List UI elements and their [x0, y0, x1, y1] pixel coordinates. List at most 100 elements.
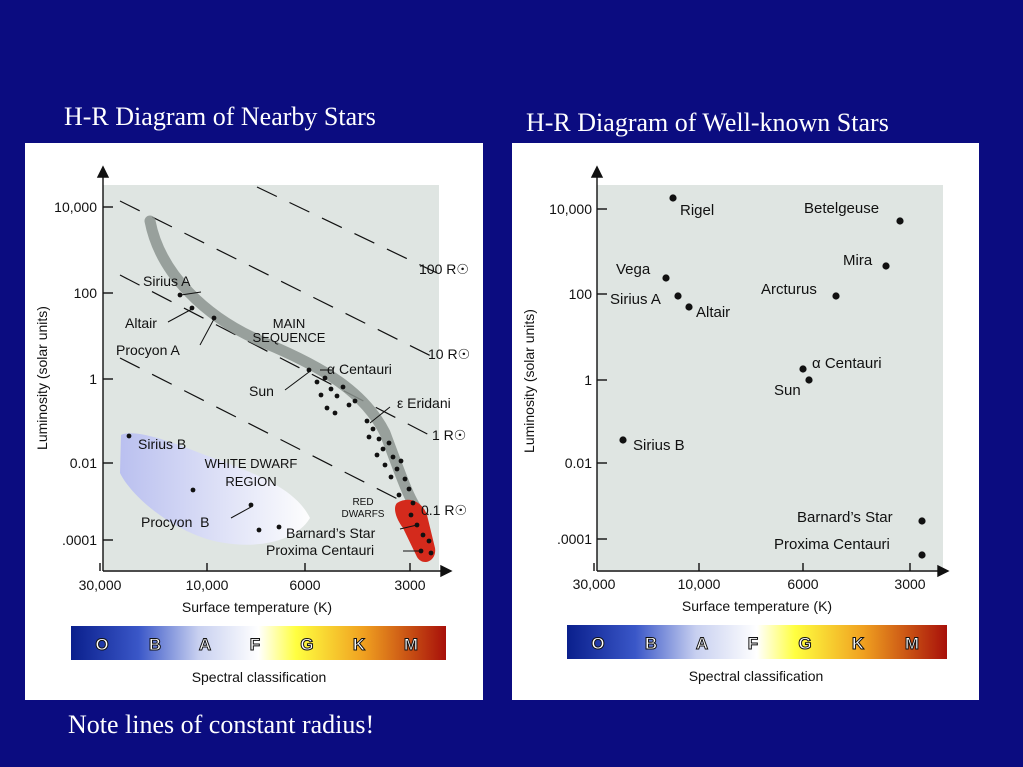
star-dot: [211, 315, 217, 321]
star-dot-mira: [882, 262, 890, 270]
leader-line: [199, 318, 215, 346]
star-dot: [306, 367, 312, 373]
x-axis-arrow: [937, 564, 950, 578]
star-dot: [364, 418, 370, 424]
leader-line: [369, 406, 391, 424]
leader-line: [284, 371, 310, 391]
spectral-class-label: G: [798, 634, 811, 653]
right-chart-title: H-R Diagram of Well-known Stars: [526, 108, 889, 137]
star-label: Procyon B: [141, 514, 209, 530]
star-label: Sun: [774, 382, 801, 399]
star-dot-barnards-star: [918, 517, 926, 525]
leader-line: [167, 308, 193, 323]
y-tick-label: 100: [569, 286, 593, 302]
spectral-class-label: G: [300, 635, 313, 654]
x-tick-label: 3000: [894, 576, 925, 592]
star-dot-vega: [662, 274, 670, 282]
white-dwarf-region: [120, 433, 310, 545]
plot-area: [597, 185, 943, 570]
star-label: Altair: [125, 315, 157, 331]
star-dot: [428, 550, 434, 556]
x-tick-label: 30,000: [573, 576, 616, 592]
star-dot-betelgeuse: [896, 217, 904, 225]
red-dwarfs-label: DWARFS: [342, 509, 385, 520]
star-dot-proxima-centauri: [918, 551, 926, 559]
y-tick-label: 10,000: [549, 201, 592, 217]
spectral-class-label: A: [199, 635, 211, 654]
star-dot: [396, 492, 402, 498]
star-dot: [318, 392, 324, 398]
x-tick-label: 3000: [394, 577, 425, 593]
star-dot: [426, 538, 432, 544]
star-dot-rigel: [669, 194, 677, 202]
star-dot: [177, 292, 183, 298]
x-tick-label: 30,000: [79, 577, 122, 593]
star-dot: [388, 474, 394, 480]
spectral-bar: [567, 625, 947, 659]
y-tick-label: 0.01: [70, 455, 97, 471]
star-label: Procyon A: [116, 342, 180, 358]
star-dot: [390, 454, 396, 460]
x-axis-label: Surface temperature (K): [682, 598, 832, 614]
x-tick-label: 6000: [787, 576, 818, 592]
leader-line: [399, 524, 418, 530]
star-dot: [276, 524, 282, 530]
spectral-class-label: A: [696, 634, 708, 653]
x-tick-label: 10,000: [678, 576, 721, 592]
star-label: Sun: [249, 383, 274, 399]
white-dwarf-label: REGION: [225, 474, 276, 489]
star-dot: [190, 487, 196, 493]
right-chart-panel: 10,000 100 1 0.01 .0001 30,000 10,000 60…: [512, 143, 979, 700]
star-dot: [386, 440, 392, 446]
spectral-caption: Spectral classification: [689, 668, 824, 684]
star-dot: [402, 476, 408, 482]
star-dot: [256, 527, 262, 533]
star-dot: [408, 512, 414, 518]
x-tick-label: 10,000: [186, 577, 229, 593]
star-dot: [380, 446, 386, 452]
star-label: Proxima Centauri: [266, 542, 374, 558]
star-dot-sirius-a: [674, 292, 682, 300]
star-dot: [322, 375, 328, 381]
red-dwarfs-label: RED: [352, 497, 373, 508]
left-chart-title: H-R Diagram of Nearby Stars: [64, 102, 376, 131]
radius-label: 1 R☉: [432, 427, 466, 443]
star-dot: [410, 500, 416, 506]
star-dot: [328, 386, 334, 392]
footer-note: Note lines of constant radius!: [68, 710, 375, 739]
star-label: Vega: [616, 261, 651, 278]
star-dot-altair: [685, 303, 693, 311]
radius-lines: [119, 186, 438, 519]
left-chart: 10,000 100 1 0.01 .0001 30,000 10,000 60…: [34, 165, 470, 685]
x-axis-arrow: [440, 564, 453, 578]
star-dot-alpha-centauri: [799, 365, 807, 373]
spectral-class-label: O: [591, 634, 604, 653]
spectral-class-label: K: [353, 635, 366, 654]
y-axis-arrow: [590, 165, 604, 178]
radius-label: 0.1 R☉: [421, 502, 467, 518]
spectral-class-label: O: [95, 635, 108, 654]
star-label: Sirius A: [143, 273, 191, 289]
right-chart: 10,000 100 1 0.01 .0001 30,000 10,000 60…: [521, 165, 950, 684]
radius-line-1: [119, 274, 436, 439]
star-dot: [248, 502, 254, 508]
y-axis-label: Luminosity (solar units): [34, 306, 50, 450]
y-tick-label: 10,000: [54, 199, 97, 215]
star-dot: [374, 452, 380, 458]
label-leaders: [167, 291, 421, 552]
star-dot: [370, 426, 376, 432]
red-dwarfs-region: [395, 499, 436, 563]
white-dwarf-label: WHITE DWARF: [205, 456, 298, 471]
leader-line: [230, 506, 252, 519]
star-dot: [394, 466, 400, 472]
y-axis-label: Luminosity (solar units): [521, 309, 537, 453]
y-tick-label: .0001: [62, 532, 97, 548]
y-axis-arrow: [96, 165, 110, 178]
star-dot: [340, 384, 346, 390]
star-label: α Centauri: [812, 355, 882, 372]
star-label: α Centauri: [327, 361, 392, 377]
star-label: ε Eridani: [397, 395, 451, 411]
star-dot: [398, 458, 404, 464]
spectral-class-label: B: [149, 635, 161, 654]
y-tick-label: 1: [584, 372, 592, 388]
